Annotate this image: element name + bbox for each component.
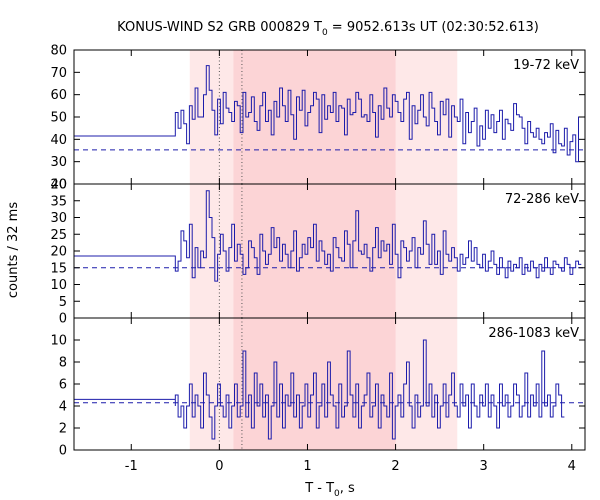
shaded-interval	[233, 184, 396, 318]
chart-title: KONUS-WIND S2 GRB 000829 T0 = 9052.613s …	[117, 20, 539, 38]
light-curve-series	[74, 190, 582, 282]
energy-band-label: 19-72 keV	[513, 58, 579, 73]
y-tick-label: 15	[50, 261, 67, 276]
y-tick-label: 20	[50, 178, 67, 193]
x-tick-label: 4	[568, 459, 576, 474]
panel-1: 20 30 40 50 60 70 80 19-72 keV	[50, 44, 586, 193]
y-tick-label: 10	[50, 278, 67, 293]
y-tick-label: 0	[59, 312, 67, 327]
chart-title-subscript: 0	[322, 28, 328, 38]
energy-band-label: 286-1083 keV	[488, 326, 579, 341]
chart-title-main: KONUS-WIND S2 GRB 000829 T	[117, 20, 322, 35]
y-tick-label: 2	[59, 422, 67, 437]
y-tick-label: 30	[50, 211, 67, 226]
y-tick-label: 25	[50, 228, 67, 243]
x-tick-label: 1	[303, 459, 311, 474]
x-axis-label-subscript: 0	[334, 489, 340, 499]
x-tick-label: 3	[480, 459, 488, 474]
y-tick-label: 70	[50, 66, 67, 81]
energy-band-label: 72-286 keV	[505, 192, 579, 207]
y-tick-label: 60	[50, 88, 67, 103]
y-tick-label: 80	[50, 44, 67, 59]
y-tick-label: 4	[59, 400, 67, 415]
y-tick-label: 8	[59, 356, 67, 371]
x-axis-label: T - T0, s	[304, 481, 355, 499]
x-tick-label: 2	[391, 459, 399, 474]
x-axis-label-rest: , s	[340, 481, 355, 496]
shaded-interval	[233, 318, 396, 450]
y-tick-label: 6	[59, 378, 67, 393]
y-tick-label: 30	[50, 155, 67, 170]
y-tick-label: 10	[50, 334, 67, 349]
chart-title-rest: = 9052.613s UT (02:30:52.613)	[328, 20, 539, 35]
y-tick-label: 50	[50, 111, 67, 126]
x-tick-label: 0	[215, 459, 223, 474]
y-tick-label: 5	[59, 295, 67, 310]
shaded-interval	[233, 50, 396, 184]
light-curve-series	[74, 339, 565, 440]
y-axis-label: counts / 32 ms	[6, 202, 21, 298]
x-tick-label: -1	[125, 459, 138, 474]
y-tick-label: 40	[50, 178, 67, 193]
panel-3: 0 2 4 6 8 10 286-1083 keV	[50, 317, 586, 459]
x-axis-label-main: T - T	[304, 481, 334, 496]
y-tick-label: 40	[50, 133, 67, 148]
light-curve-series	[74, 65, 582, 163]
y-tick-label: 35	[50, 194, 67, 209]
y-tick-label: 0	[59, 444, 67, 459]
y-tick-label: 20	[50, 245, 67, 260]
